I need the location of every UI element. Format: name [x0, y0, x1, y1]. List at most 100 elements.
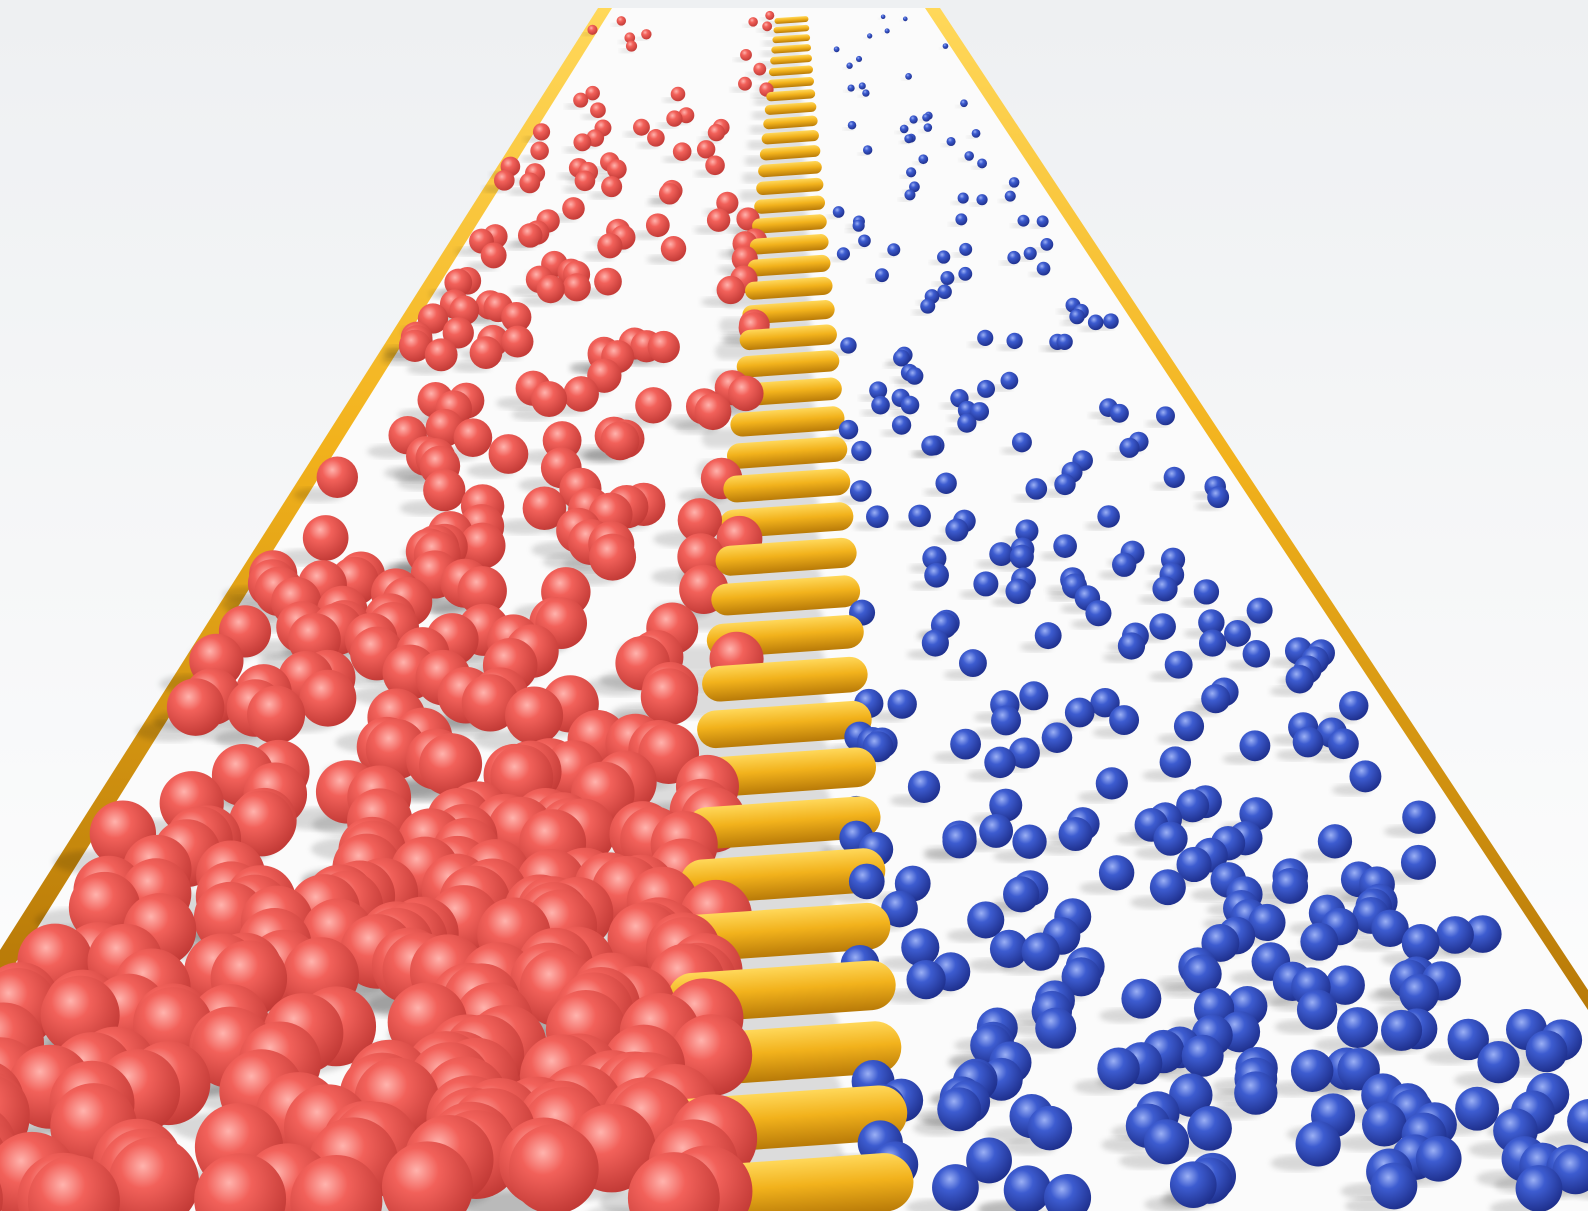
- blue-sphere: [1043, 1174, 1092, 1211]
- blue-sphere: [976, 194, 988, 206]
- particles: [0, 10, 1588, 1211]
- blue-sphere: [1109, 403, 1129, 423]
- blue-sphere: [1054, 473, 1076, 496]
- red-sphere: [600, 421, 640, 461]
- rod: [759, 145, 821, 161]
- blue-sphere: [1000, 371, 1019, 390]
- red-sphere: [166, 678, 225, 736]
- red-sphere: [469, 336, 503, 369]
- blue-sphere: [862, 89, 870, 97]
- blue-sphere: [884, 28, 890, 34]
- red-sphere: [381, 1141, 474, 1211]
- red-sphere: [590, 102, 606, 119]
- blue-sphere: [902, 16, 908, 22]
- blue-sphere: [1156, 406, 1175, 426]
- blue-sphere: [846, 62, 853, 69]
- blue-sphere: [907, 770, 941, 804]
- red-sphere: [706, 208, 731, 232]
- blue-sphere: [950, 728, 981, 760]
- blue-sphere: [959, 242, 973, 256]
- rod: [747, 254, 831, 277]
- blue-sphere: [1023, 246, 1037, 260]
- blue-sphere: [989, 788, 1023, 822]
- blue-sphere: [1193, 579, 1220, 605]
- rod: [766, 89, 816, 102]
- blue-sphere: [905, 367, 924, 385]
- blue-sphere: [1009, 544, 1034, 569]
- red-sphere: [532, 123, 551, 141]
- blue-sphere: [871, 395, 890, 415]
- red-sphere: [589, 533, 637, 581]
- blue-sphere: [1004, 190, 1016, 202]
- blue-sphere: [984, 746, 1016, 779]
- blue-sphere: [1056, 333, 1073, 351]
- red-sphere: [645, 213, 670, 238]
- red-sphere: [666, 110, 683, 127]
- red-sphere: [625, 40, 638, 52]
- rod: [754, 195, 826, 214]
- blue-sphere: [1159, 746, 1192, 778]
- blue-sphere: [1272, 868, 1309, 904]
- blue-sphere: [1085, 600, 1112, 627]
- red-sphere: [601, 176, 623, 198]
- rod: [772, 34, 811, 44]
- blue-sphere: [942, 43, 949, 49]
- red-sphere: [508, 1124, 599, 1211]
- blue-sphere: [1515, 1165, 1563, 1211]
- blue-sphere: [977, 158, 988, 169]
- rod: [702, 656, 868, 702]
- blue-sphere: [1109, 705, 1140, 735]
- blue-sphere: [1011, 432, 1032, 453]
- rod: [726, 436, 848, 469]
- rod: [723, 468, 851, 503]
- blue-sphere: [847, 84, 855, 92]
- blue-sphere: [979, 813, 1014, 848]
- blue-sphere: [847, 121, 857, 130]
- blue-sphere: [1008, 737, 1040, 769]
- blue-sphere: [1053, 534, 1077, 558]
- blue-sphere: [1525, 1030, 1568, 1073]
- blue-sphere: [1248, 903, 1286, 942]
- blue-sphere: [1296, 989, 1338, 1030]
- blue-sphere: [862, 145, 873, 155]
- blue-sphere: [1034, 622, 1062, 650]
- blue-sphere: [1295, 1121, 1341, 1167]
- blue-sphere: [1224, 620, 1251, 647]
- blue-sphere: [960, 99, 968, 108]
- blue-sphere: [1040, 237, 1054, 251]
- red-sphere: [442, 317, 474, 349]
- red-sphere: [562, 273, 591, 302]
- red-sphere: [594, 267, 622, 296]
- blue-sphere: [1198, 609, 1225, 636]
- blue-sphere: [1117, 632, 1146, 660]
- blue-sphere: [1061, 957, 1101, 997]
- blue-sphere: [1400, 844, 1437, 880]
- blue-sphere: [906, 960, 946, 1000]
- rod: [770, 54, 812, 65]
- rod: [736, 350, 840, 378]
- blue-sphere: [1017, 214, 1030, 227]
- red-sphere: [677, 498, 723, 543]
- red-sphere: [522, 486, 567, 531]
- blue-sphere: [1371, 909, 1409, 948]
- blue-sphere: [900, 395, 920, 415]
- blue-sphere: [1317, 824, 1353, 859]
- blue-sphere: [1234, 1071, 1278, 1115]
- red-sphere: [635, 387, 672, 424]
- rod: [752, 214, 827, 234]
- blue-sphere: [1328, 728, 1359, 760]
- red-sphere: [480, 242, 507, 269]
- blue-sphere: [1477, 1041, 1520, 1084]
- red-sphere: [647, 330, 680, 364]
- blue-sphere: [881, 890, 918, 928]
- blue-sphere: [1290, 1049, 1334, 1093]
- red-sphere: [398, 329, 432, 362]
- blue-sphere: [1012, 824, 1047, 859]
- blue-sphere: [957, 413, 977, 433]
- blue-sphere: [833, 46, 840, 53]
- red-sphere: [748, 17, 758, 27]
- blue-sphere: [977, 379, 996, 398]
- red-sphere: [299, 669, 357, 727]
- blue-sphere: [866, 505, 889, 529]
